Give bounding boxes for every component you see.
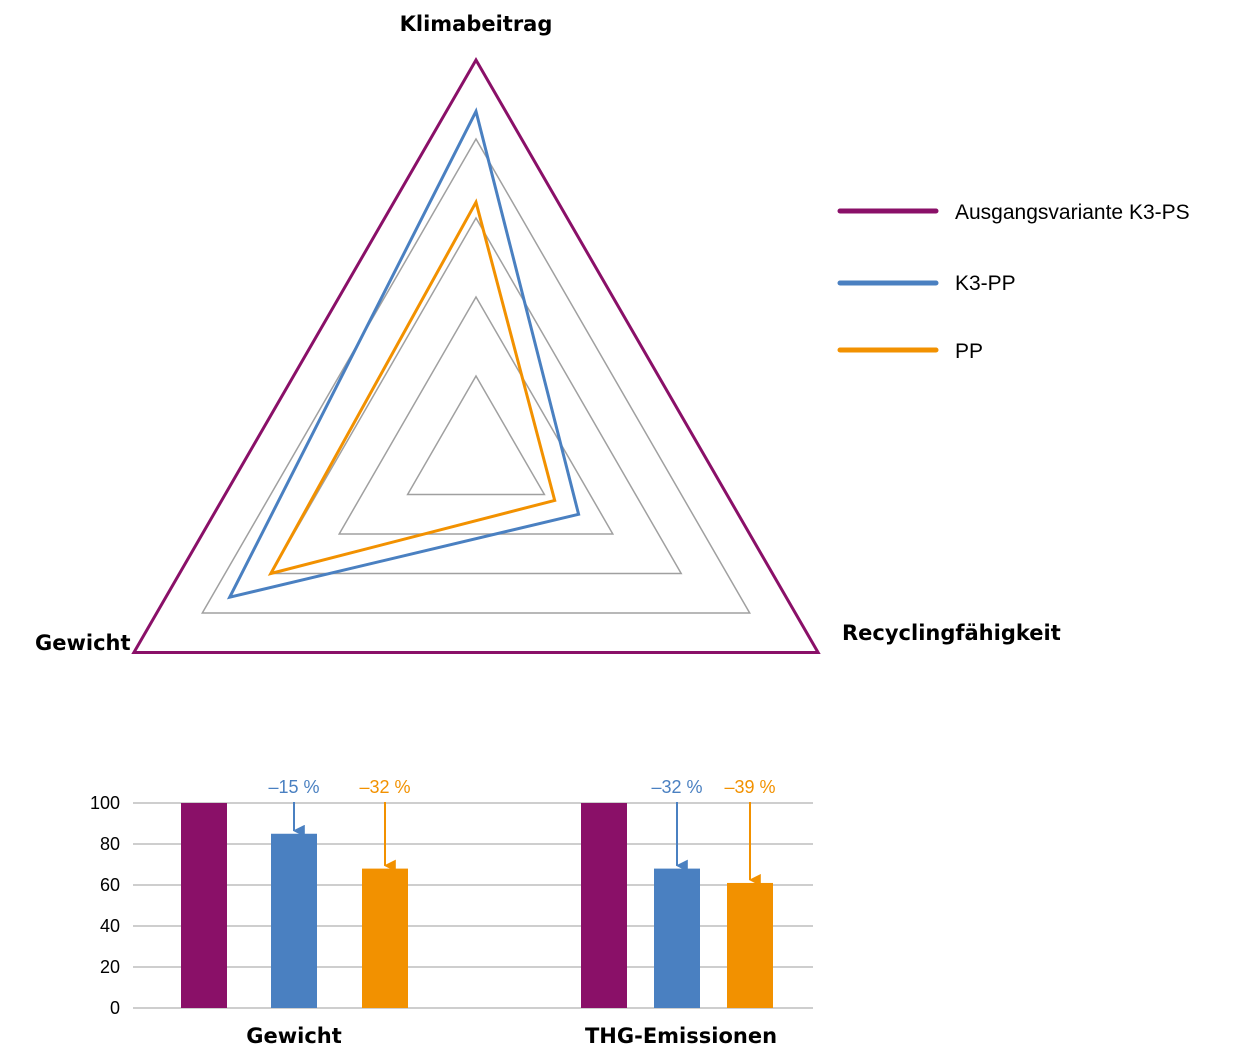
bar-gewicht-pp [362, 868, 408, 1008]
legend-item-pp: PP [837, 340, 983, 363]
bar-y-tick-label: 0 [110, 998, 120, 1018]
bar-delta-label-gewicht-k3-pp: –15 % [268, 777, 319, 797]
bar-delta-label-gewicht-pp: –32 % [359, 777, 410, 797]
bar-gewicht-k3-pp [271, 833, 317, 1008]
bar-marks [181, 803, 773, 1008]
radar-axis-label-recyclingfaehigkeit: Recyclingfähigkeit [842, 621, 1061, 645]
bar-thg-emissionen-k3-pp [654, 868, 700, 1008]
bar-y-tick-label: 100 [90, 793, 120, 813]
legend-label-pp: PP [955, 340, 983, 363]
radar-axis-label-klimabeitrag: Klimabeitrag [400, 12, 553, 36]
legend-label-k3-pp: K3-PP [955, 272, 1016, 295]
bar-y-tick-label: 40 [100, 916, 120, 936]
bar-chart: 0 20 40 60 80 100 –15 % –32 % –32 % –39 % Gewich… [90, 777, 813, 1048]
legend-label-ausgangsvariante: Ausgangsvariante K3-PS [955, 201, 1190, 224]
radar-gridline-80 [201, 137, 751, 614]
bar-y-tick-label: 20 [100, 957, 120, 977]
radar-gridline-40 [337, 295, 615, 535]
bar-category-label-thg-emissionen: THG-Emissionen [585, 1024, 777, 1048]
bar-annotations: –15 % –32 % –32 % –39 % [268, 777, 776, 886]
radar-chart: Klimabeitrag Recyclingfähigkeit Gewicht [35, 12, 1061, 655]
bar-delta-label-thg-emissionen-k3-pp: –32 % [651, 777, 702, 797]
radar-series-k3-pp [226, 107, 581, 600]
radar-gridline-20 [406, 374, 546, 496]
radar-series-ausgangsvariante-k3-ps [131, 57, 821, 654]
radar-series [131, 57, 821, 654]
bar-thg-emissionen-pp [727, 882, 773, 1008]
legend-item-ausgangsvariante: Ausgangsvariante K3-PS [837, 201, 1190, 224]
radar-axis-label-gewicht: Gewicht [35, 631, 131, 655]
legend-item-k3-pp: K3-PP [837, 272, 1016, 295]
bar-gewicht-ausgangsvariante-k3-ps [181, 803, 227, 1008]
bar-y-tick-label: 60 [100, 875, 120, 895]
bar-thg-emissionen-ausgangsvariante-k3-ps [581, 803, 627, 1008]
bar-y-tick-label: 80 [100, 834, 120, 854]
bar-delta-label-thg-emissionen-pp: –39 % [724, 777, 775, 797]
bar-gridlines [133, 802, 813, 1009]
radar-series-pp [267, 198, 557, 576]
bar-y-ticks: 0 20 40 60 80 100 [90, 793, 120, 1018]
bar-category-label-gewicht: Gewicht [246, 1024, 342, 1048]
radar-gridline-60 [269, 216, 683, 575]
legend: Ausgangsvariante K3-PS K3-PP PP [837, 201, 1190, 363]
radar-grid [201, 137, 751, 614]
